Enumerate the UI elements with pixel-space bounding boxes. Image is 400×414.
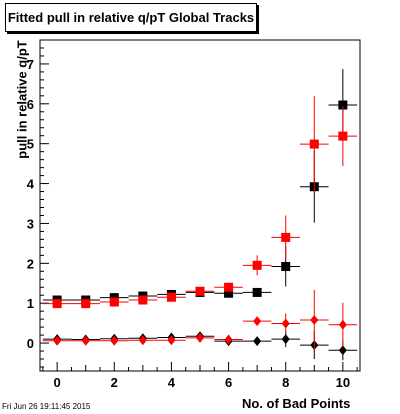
data-point <box>167 335 176 346</box>
data-point <box>281 232 291 242</box>
data-point <box>310 314 319 325</box>
data-point <box>110 335 119 346</box>
data-point <box>53 335 62 346</box>
data-point <box>281 318 290 329</box>
data-point <box>253 316 262 327</box>
data-point <box>81 335 90 346</box>
data-point <box>52 299 62 309</box>
data-point <box>195 286 205 296</box>
data-point <box>196 332 204 343</box>
data-point <box>253 336 262 347</box>
y-tick-label: 6 <box>27 97 34 112</box>
data-point <box>224 282 234 292</box>
x-tick-label: 6 <box>225 375 232 390</box>
y-axis-label: pull in relative q/pT <box>14 40 30 159</box>
data-point <box>338 100 348 110</box>
y-tick-label: 2 <box>27 256 34 271</box>
x-axis-label: No. of Bad Points <box>242 396 351 411</box>
data-point <box>338 319 347 330</box>
timestamp: Fri Jun 26 19:11:45 2015 <box>2 402 91 411</box>
data-point <box>338 131 348 141</box>
y-tick-label: 4 <box>27 177 35 192</box>
data-point <box>338 345 347 356</box>
x-tick-label: 4 <box>168 375 176 390</box>
y-tick-label: 1 <box>27 296 34 311</box>
y-tick-label: 3 <box>27 216 34 231</box>
chart-title-box: Fitted pull in relative q/pT Global Trac… <box>5 3 257 32</box>
y-tick-label: 7 <box>27 57 34 72</box>
data-point <box>166 292 176 302</box>
data-point <box>309 139 319 149</box>
data-point <box>224 288 234 298</box>
data-point <box>109 297 119 307</box>
data-point <box>138 295 148 305</box>
x-tick-label: 10 <box>336 375 350 390</box>
x-tick-label: 0 <box>54 375 61 390</box>
data-point <box>252 287 262 297</box>
data-point <box>281 334 290 345</box>
y-tick-label: 5 <box>27 137 34 152</box>
data-point <box>138 335 147 346</box>
data-point <box>81 299 91 309</box>
y-tick-label: 0 <box>27 336 34 351</box>
data-point <box>252 260 262 270</box>
x-tick-label: 8 <box>282 375 289 390</box>
data-point <box>281 262 291 272</box>
data-point <box>224 334 233 345</box>
x-tick-label: 2 <box>111 375 118 390</box>
